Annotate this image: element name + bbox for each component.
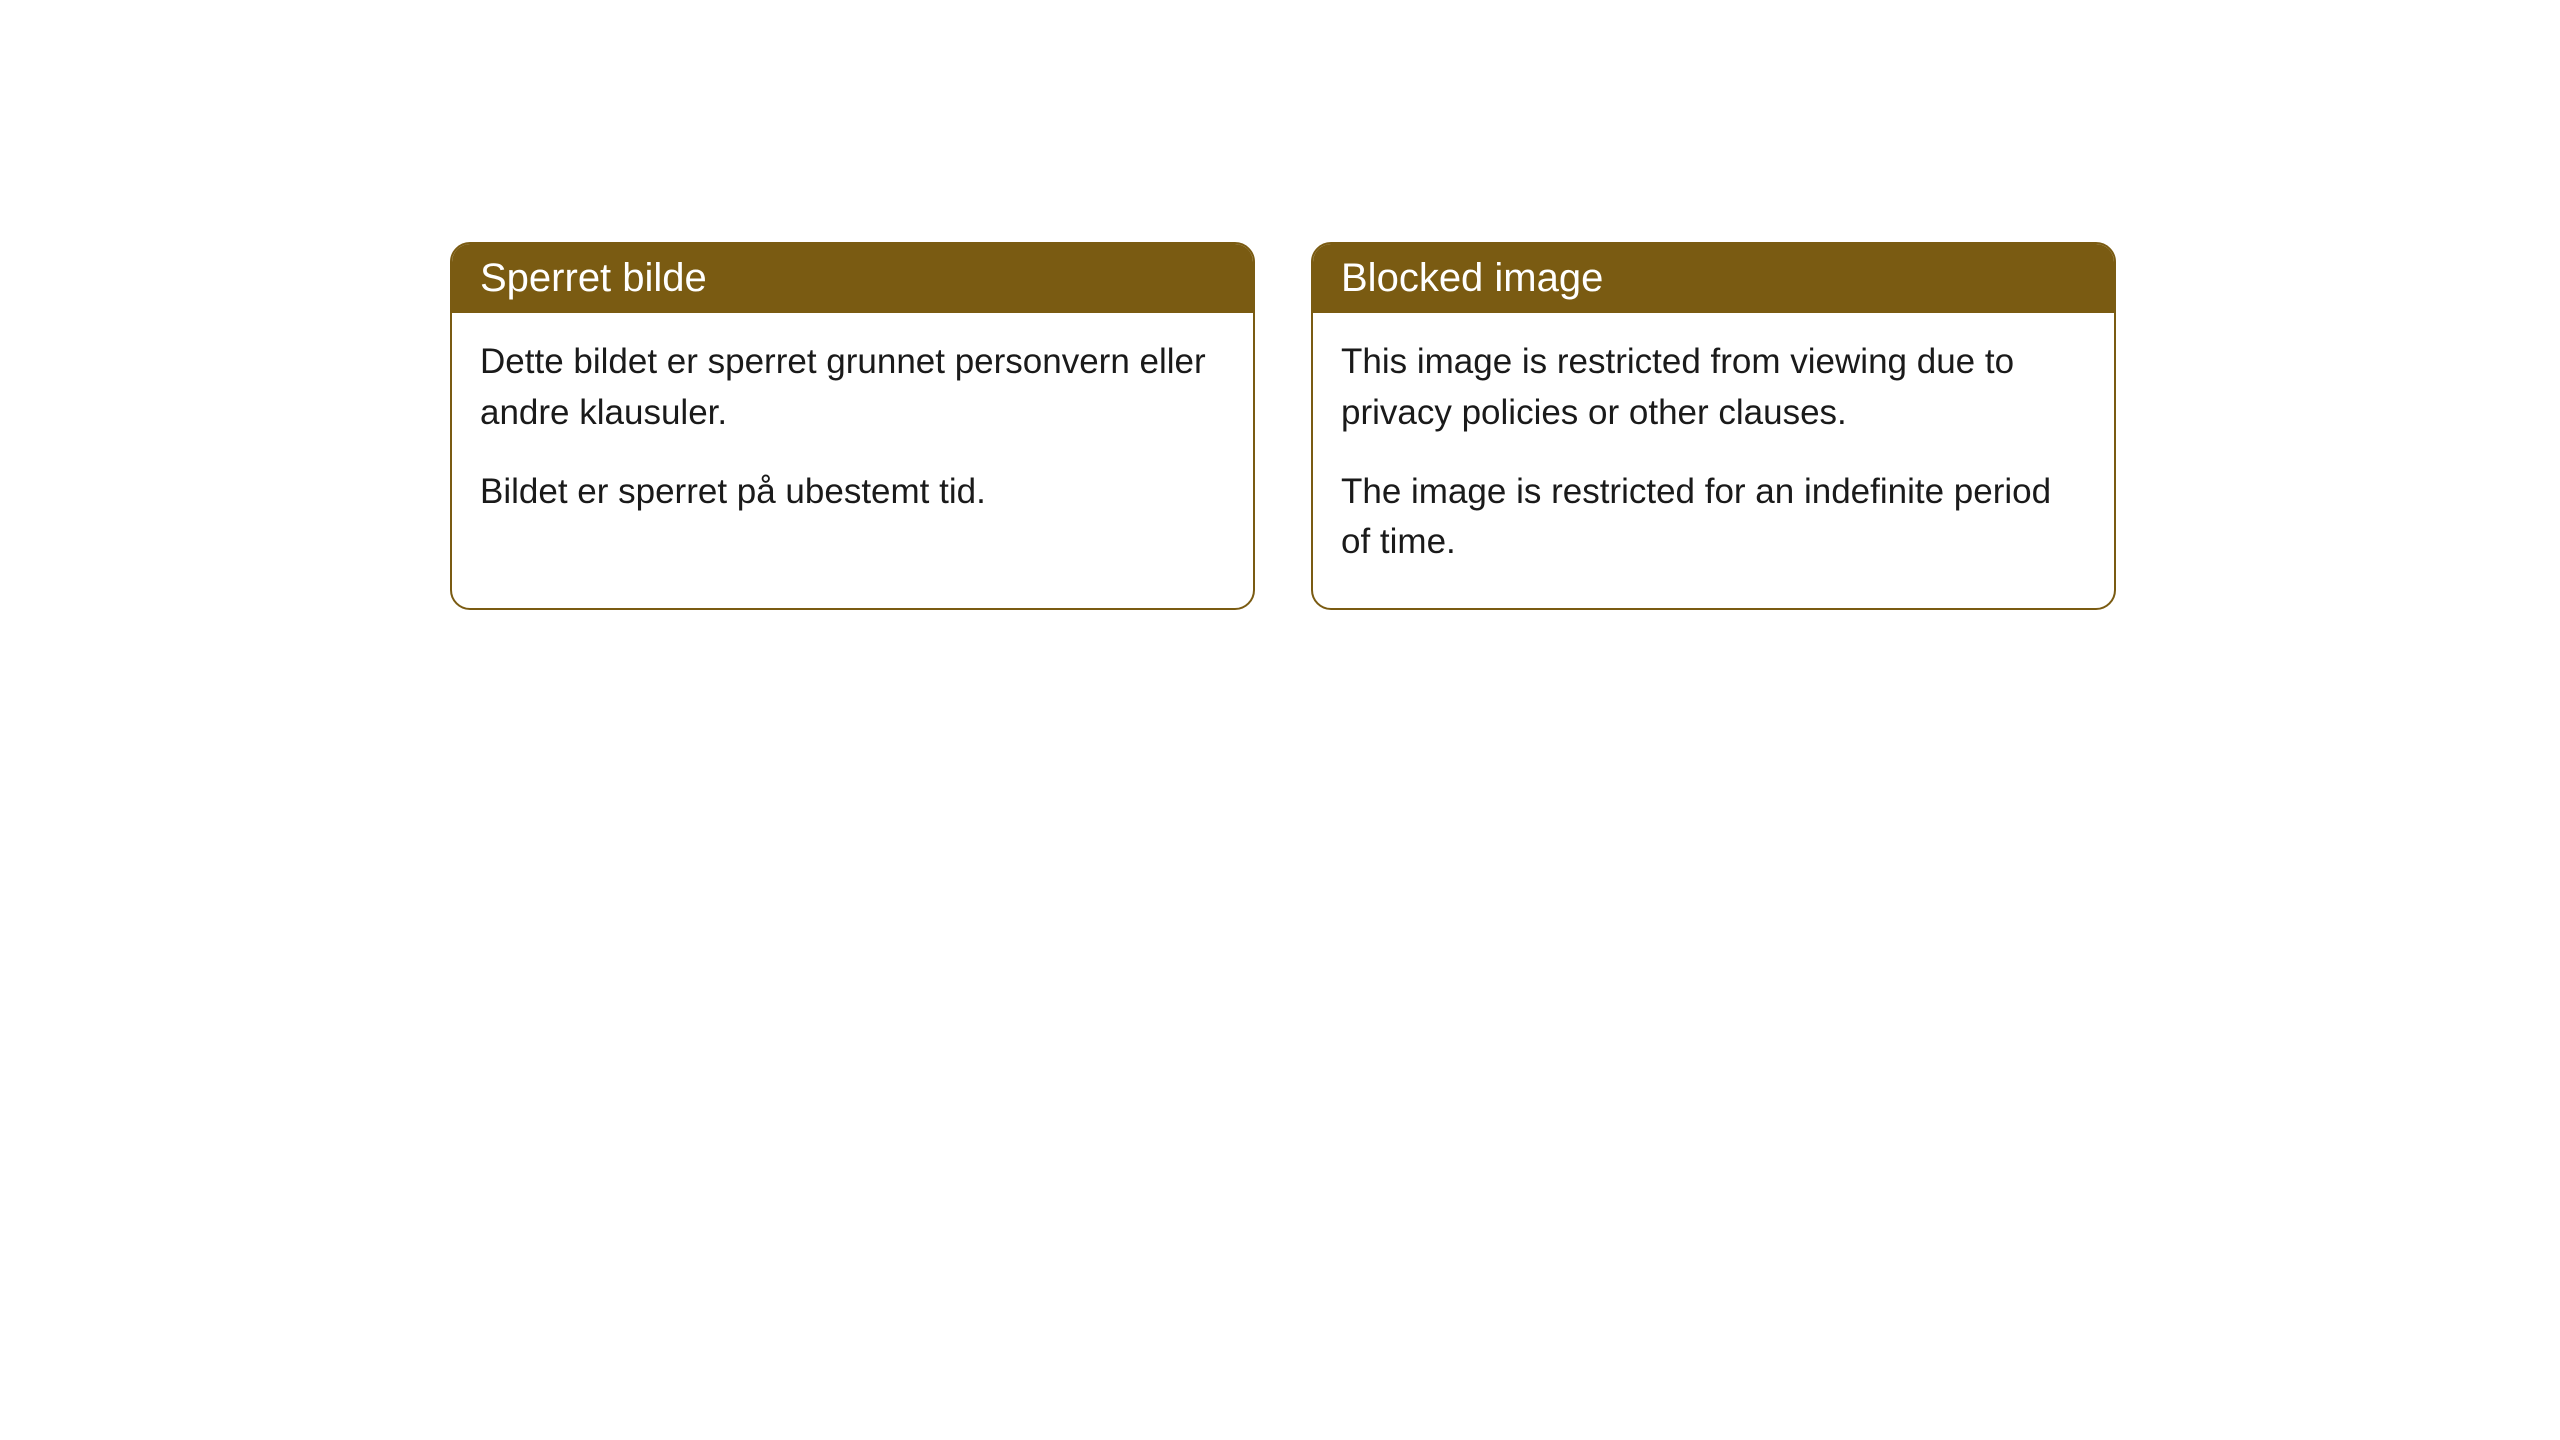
card-body: Dette bildet er sperret grunnet personve… <box>452 313 1253 557</box>
notice-card-norwegian: Sperret bilde Dette bildet er sperret gr… <box>450 242 1255 610</box>
notice-card-english: Blocked image This image is restricted f… <box>1311 242 2116 610</box>
card-paragraph: Dette bildet er sperret grunnet personve… <box>480 337 1225 439</box>
card-header: Sperret bilde <box>452 244 1253 313</box>
card-paragraph: The image is restricted for an indefinit… <box>1341 467 2086 569</box>
card-paragraph: Bildet er sperret på ubestemt tid. <box>480 467 1225 518</box>
card-body: This image is restricted from viewing du… <box>1313 313 2114 608</box>
card-title: Sperret bilde <box>480 256 707 300</box>
notice-cards-container: Sperret bilde Dette bildet er sperret gr… <box>450 242 2116 610</box>
card-title: Blocked image <box>1341 256 1603 300</box>
card-paragraph: This image is restricted from viewing du… <box>1341 337 2086 439</box>
card-header: Blocked image <box>1313 244 2114 313</box>
